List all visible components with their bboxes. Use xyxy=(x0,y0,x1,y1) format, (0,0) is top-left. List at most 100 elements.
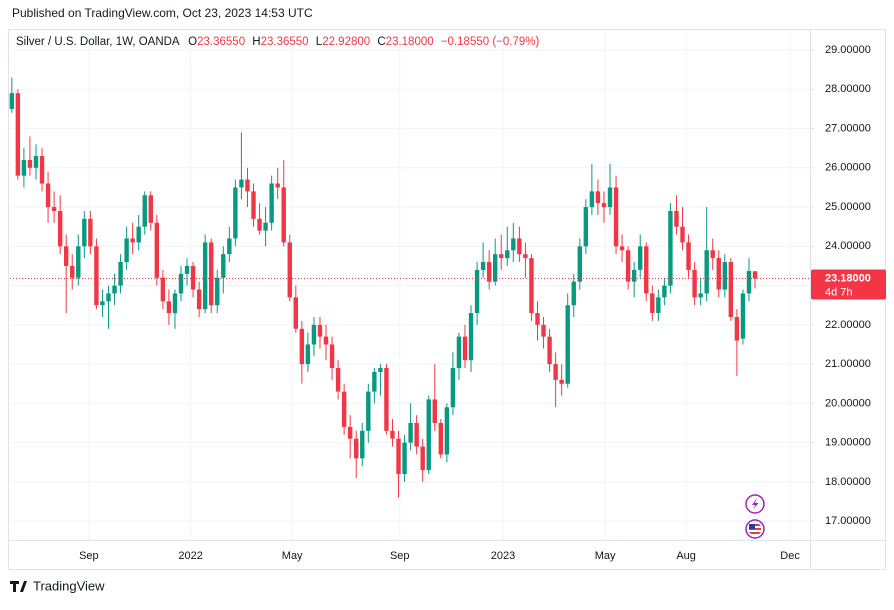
grid xyxy=(10,30,810,540)
candle-body xyxy=(505,250,510,259)
candle-body xyxy=(281,187,286,243)
candle-body xyxy=(263,222,268,231)
candle-body xyxy=(227,238,232,255)
candle-body xyxy=(94,246,99,306)
candle-body xyxy=(553,364,558,380)
candle-body xyxy=(196,289,202,310)
candle-body xyxy=(100,301,105,306)
candle-body xyxy=(589,191,595,208)
published-note: Published on TradingView.com, Oct 23, 20… xyxy=(12,6,313,20)
y-tick-label: 28.00000 xyxy=(825,83,871,95)
candle-body xyxy=(674,210,679,227)
candle-body xyxy=(662,285,667,298)
candle-body xyxy=(680,226,685,243)
candle-body xyxy=(354,438,359,459)
brand-logo: TradingView xyxy=(10,578,105,593)
candle-body xyxy=(209,242,214,306)
event-icons xyxy=(745,494,765,539)
candle-body xyxy=(668,210,673,286)
candle-body xyxy=(118,262,123,286)
candle-body xyxy=(704,250,709,294)
candle-body xyxy=(299,328,305,365)
candle-body xyxy=(76,246,81,278)
c-value: 23.18000 xyxy=(386,36,434,48)
candle-body xyxy=(450,368,456,408)
candle-body xyxy=(148,195,153,223)
candle-body xyxy=(752,271,758,279)
candle-body xyxy=(27,159,33,168)
candle-body xyxy=(468,313,474,361)
last-price-label: 23.18000 xyxy=(825,272,871,284)
candle-body xyxy=(160,277,166,302)
candle-body xyxy=(221,254,226,278)
candle-body xyxy=(257,218,262,231)
candle-body xyxy=(432,399,437,424)
candle-body xyxy=(734,316,740,341)
candle-body xyxy=(547,336,552,365)
y-tick-label: 26.00000 xyxy=(825,162,871,174)
flag-canton xyxy=(749,524,755,529)
candle-body xyxy=(39,156,45,184)
y-tick-label: 21.00000 xyxy=(825,358,871,370)
candle-body xyxy=(154,222,160,278)
o-value: 23.36550 xyxy=(197,36,245,48)
candle-body xyxy=(601,203,607,208)
candle-body xyxy=(269,183,274,223)
candle-body xyxy=(583,207,589,247)
candle-body xyxy=(130,238,135,243)
candle-body xyxy=(9,93,15,109)
y-tick-label: 25.00000 xyxy=(825,201,871,213)
candle-body xyxy=(396,438,401,475)
candle-body xyxy=(360,430,365,459)
candle-body xyxy=(740,293,746,339)
logo-mark xyxy=(10,581,27,592)
candle-body xyxy=(390,430,395,439)
candle-body xyxy=(178,273,184,294)
candle-body xyxy=(638,246,643,270)
candle-body xyxy=(70,265,75,278)
candle-body xyxy=(535,313,540,325)
candle-body xyxy=(650,293,655,314)
y-tick-label: 24.00000 xyxy=(825,240,871,252)
candle-body xyxy=(499,254,504,259)
candle-body xyxy=(517,238,522,255)
candle-body xyxy=(565,305,570,384)
candle-body xyxy=(577,246,582,282)
candle-body xyxy=(444,407,450,455)
brand: TradingView xyxy=(33,578,105,593)
flag-stripe xyxy=(749,530,761,532)
candle-body xyxy=(408,423,413,443)
candle-body xyxy=(722,262,728,290)
o-label: O xyxy=(188,36,197,48)
candles xyxy=(9,77,758,498)
candle-body xyxy=(329,344,335,369)
candle-body xyxy=(523,254,528,259)
candle-body xyxy=(63,246,69,266)
candle-body xyxy=(124,238,129,263)
h-label: H xyxy=(252,36,260,48)
x-tick-label: Sep xyxy=(79,550,99,562)
candle-body xyxy=(287,242,292,298)
candle-body xyxy=(106,293,111,302)
candle-body xyxy=(728,262,734,317)
candle-body xyxy=(142,195,147,227)
candle-body xyxy=(88,218,93,247)
c-label: C xyxy=(377,36,385,48)
candle-body xyxy=(335,368,341,392)
candle-body xyxy=(426,399,431,471)
candle-body xyxy=(45,183,51,208)
l-label: L xyxy=(316,36,323,48)
candle-body xyxy=(384,368,389,431)
candle-body xyxy=(166,301,172,314)
candle-body xyxy=(323,336,329,345)
candle-body xyxy=(82,218,87,247)
candle-body xyxy=(21,159,27,176)
candle-body xyxy=(746,271,752,294)
candle-body xyxy=(305,344,311,365)
legend: Silver / U.S. Dollar, 1W, OANDA O23.3655… xyxy=(16,36,539,48)
x-tick-label: Dec xyxy=(780,550,800,562)
candle-body xyxy=(710,250,715,259)
countdown: 4d 7h xyxy=(825,286,853,298)
candle-body xyxy=(698,293,703,298)
candle-body xyxy=(402,442,407,475)
